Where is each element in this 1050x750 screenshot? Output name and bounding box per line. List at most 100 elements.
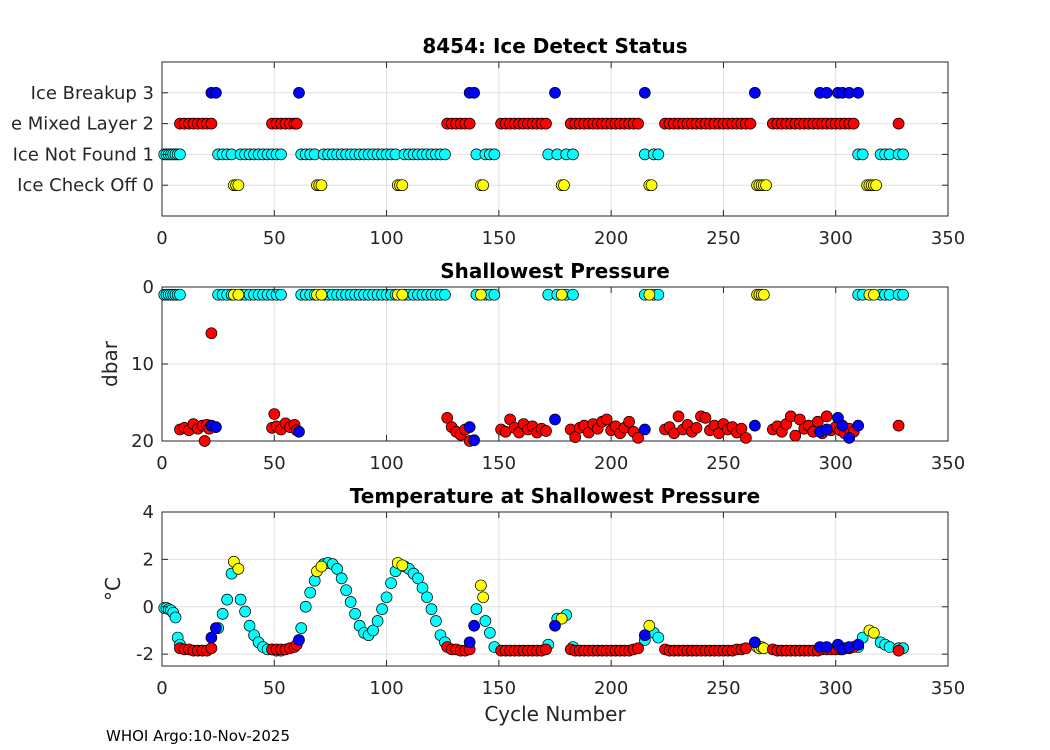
point-ice-breakup: [820, 423, 833, 436]
footer-credit: WHOI Argo:10-Nov-2025: [106, 727, 290, 745]
point-ice-mixed-layer: [205, 327, 218, 340]
point-ice-not-found: [567, 148, 579, 161]
temperature-ylabel: °C: [101, 577, 125, 601]
point-ice-breakup: [293, 86, 305, 99]
y-tick-label: e Mixed Layer 2: [11, 114, 154, 135]
x-tick-label: 100: [369, 453, 403, 474]
point-ice-breakup: [205, 631, 218, 644]
point-ice-not-found: [439, 288, 451, 301]
ice-detect-status-title: 8454: Ice Detect Status: [422, 34, 687, 58]
y-tick-label: 0: [143, 277, 154, 298]
point-ice-not-found: [243, 619, 256, 632]
x-tick-label: 50: [263, 453, 286, 474]
shallowest-pressure-title: Shallowest Pressure: [440, 259, 670, 283]
point-ice-not-found: [412, 572, 424, 585]
point-ice-mixed-layer: [205, 642, 218, 655]
point-ice-breakup: [852, 419, 865, 432]
y-tick-label: 10: [131, 354, 154, 375]
point-ice-not-found: [221, 593, 233, 606]
x-tick-label: 250: [706, 678, 740, 699]
point-ice-breakup: [293, 425, 305, 438]
point-ice-not-found: [174, 148, 186, 161]
point-ice-not-found: [385, 577, 397, 589]
point-ice-mixed-layer: [290, 117, 303, 130]
y-tick-label: 20: [131, 431, 154, 452]
x-tick-label: 300: [819, 228, 853, 249]
point-ice-mixed-layer: [632, 432, 644, 444]
point-ice-not-found: [308, 574, 321, 587]
point-ice-breakup: [843, 432, 856, 444]
point-ice-check-off: [555, 612, 568, 625]
point-ice-mixed-layer: [699, 412, 712, 424]
point-ice-breakup: [749, 636, 761, 649]
point-ice-mixed-layer: [205, 117, 218, 130]
point-ice-check-off: [645, 179, 658, 192]
point-ice-breakup: [463, 421, 476, 433]
point-ice-not-found: [340, 584, 352, 597]
point-ice-breakup: [638, 629, 651, 642]
point-ice-mixed-layer: [820, 410, 833, 423]
point-ice-not-found: [421, 591, 433, 604]
point-ice-breakup: [852, 86, 865, 99]
x-tick-label: 150: [482, 228, 516, 249]
point-ice-mixed-layer: [690, 422, 703, 434]
point-ice-not-found: [349, 608, 361, 620]
point-ice-breakup: [210, 86, 222, 99]
x-tick-label: 100: [369, 228, 403, 249]
point-ice-check-off: [475, 288, 487, 301]
point-ice-check-off: [758, 288, 770, 301]
point-ice-not-found: [299, 600, 312, 613]
point-ice-mixed-layer: [268, 408, 281, 420]
point-ice-not-found: [897, 288, 909, 301]
point-ice-mixed-layer: [198, 435, 211, 447]
point-ice-check-off: [315, 179, 328, 192]
point-ice-not-found: [488, 148, 501, 161]
point-ice-check-off: [477, 591, 489, 604]
x-tick-label: 100: [369, 678, 403, 699]
point-ice-mixed-layer: [632, 642, 644, 655]
point-ice-not-found: [488, 288, 501, 301]
point-ice-breakup: [852, 638, 865, 651]
point-ice-check-off: [477, 179, 489, 192]
point-ice-mixed-layer: [672, 410, 685, 423]
temperature-title: Temperature at Shallowest Pressure: [350, 484, 760, 508]
x-tick-label: 300: [819, 678, 853, 699]
x-tick-label: 200: [594, 678, 628, 699]
y-tick-label: Ice Check Off 0: [17, 175, 154, 196]
point-ice-not-found: [416, 581, 429, 594]
temperature-xlabel: Cycle Number: [484, 702, 626, 726]
point-ice-not-found: [371, 615, 384, 627]
point-ice-check-off: [315, 288, 328, 301]
point-ice-not-found: [439, 148, 451, 161]
y-tick-label: 4: [143, 502, 154, 523]
shallowest-pressure-panel: 0 50 100 150 200 250 300 350 0 10 20 Shallowest Pr…: [98, 259, 965, 474]
y-tick-label: -2: [136, 644, 154, 665]
point-ice-check-off: [396, 179, 409, 192]
point-ice-not-found: [174, 288, 186, 301]
point-ice-not-found: [652, 148, 665, 161]
point-ice-mixed-layer: [789, 429, 802, 442]
point-ice-mixed-layer: [847, 117, 860, 130]
point-ice-check-off: [396, 288, 409, 301]
point-ice-check-off: [868, 626, 880, 639]
point-ice-breakup: [820, 641, 833, 653]
point-ice-breakup: [820, 86, 833, 99]
point-ice-mixed-layer: [892, 117, 905, 130]
point-ice-mixed-layer: [892, 644, 905, 657]
point-ice-check-off: [760, 179, 772, 192]
point-ice-breakup: [549, 619, 561, 632]
point-ice-not-found: [367, 624, 379, 637]
point-ice-not-found: [275, 288, 287, 301]
x-tick-label: 0: [156, 228, 167, 249]
point-ice-check-off: [232, 179, 245, 192]
point-ice-not-found: [216, 608, 229, 620]
point-ice-not-found: [470, 603, 483, 615]
point-ice-not-found: [567, 288, 579, 301]
point-ice-breakup: [836, 419, 849, 432]
point-ice-not-found: [275, 148, 287, 161]
point-ice-not-found: [479, 615, 492, 627]
point-ice-breakup: [463, 636, 476, 649]
point-ice-not-found: [234, 593, 247, 606]
point-ice-check-off: [232, 563, 245, 575]
